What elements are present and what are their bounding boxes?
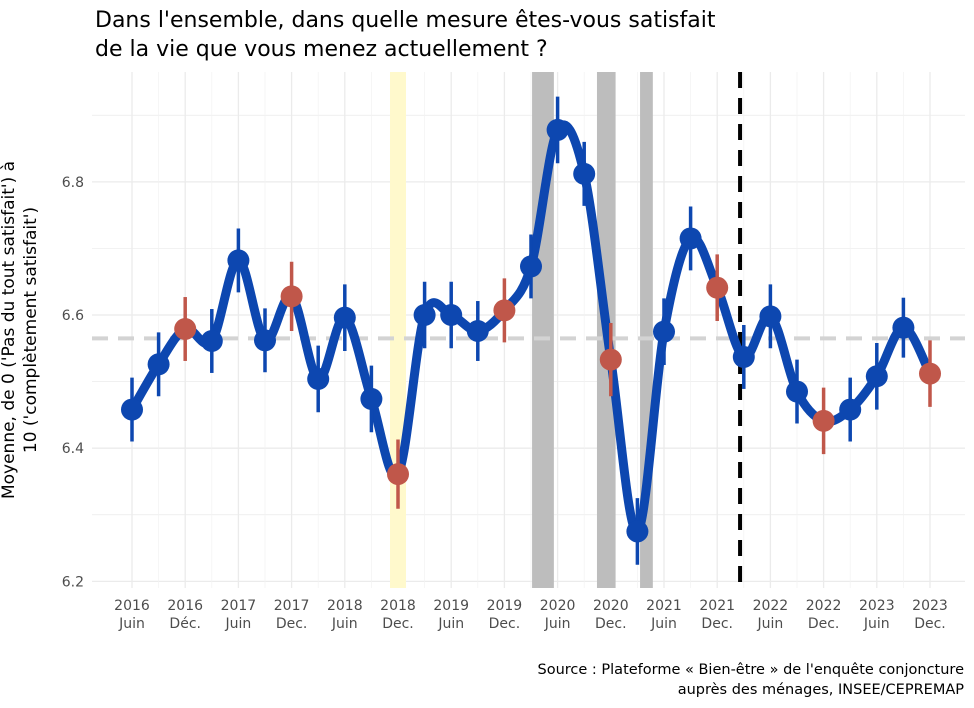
data-points [121,118,941,543]
data-point-dec [812,409,835,432]
y-tick-label: 6.6 [62,308,84,324]
x-tick-label-year: 2022 [806,598,842,614]
x-tick-label-period: Dec. [808,616,840,632]
data-point-juin [892,316,915,339]
x-tick-label-year: 2021 [699,598,735,614]
data-point-juin [839,398,862,421]
x-tick-label-period: Juin [437,616,464,632]
x-tick-label-year: 2016 [167,598,203,614]
data-point-dec [919,362,941,385]
x-tick-label-year: 2023 [859,598,895,614]
x-tick-label-year: 2018 [380,598,416,614]
data-point-juin [333,306,356,329]
x-tick-label-period: Juin [863,616,890,632]
series-line-group [127,120,935,536]
data-point-dec [174,318,197,341]
data-point-dec [493,299,516,322]
x-tick-label-year: 2017 [274,598,310,614]
x-tick-label-period: Dec. [382,616,414,632]
data-point-juin [653,320,675,343]
data-point-juin [520,255,542,278]
x-tick-label-year: 2017 [221,598,257,614]
highlight-band-gray [532,72,554,588]
data-point-juin [679,227,702,250]
x-tick-label-period: Juin [650,616,677,632]
x-tick-label-period: Juin [544,616,571,632]
x-tick-label-year: 2023 [912,598,948,614]
data-point-juin [546,118,569,141]
x-tick-label-year: 2022 [753,598,789,614]
y-tick-label: 6.2 [62,574,84,590]
x-tick-label-year: 2018 [327,598,363,614]
data-point-juin [413,304,436,327]
data-point-juin [440,304,463,327]
data-point-juin [360,387,383,410]
data-point-dec [387,463,409,486]
grid-lines [92,72,965,588]
series-line [127,120,935,536]
source-caption-line1: Source : Plateforme « Bien-être » de l'e… [537,662,965,678]
chart-title-line1: Dans l'ensemble, dans quelle mesure êtes… [95,8,716,33]
x-tick-label-period: Juin [331,616,358,632]
x-tick-label-year: 2019 [433,598,469,614]
x-tick-label-year: 2021 [646,598,682,614]
data-point-juin [147,353,170,376]
x-tick-label-period: Dec. [595,616,627,632]
data-point-juin [227,249,250,272]
data-point-juin [254,329,276,352]
x-tick-label-period: Juin [225,616,252,632]
x-tick-label-year: 2016 [114,598,150,614]
x-axis-ticks: 2016 Juin 2016 Déc. 2017 Juin 2017 Dec. 2018 Juin… [114,598,948,632]
data-point-juin [759,305,782,328]
x-tick-label-year: 2020 [593,598,629,614]
data-point-juin [732,345,755,368]
data-point-dec [599,348,622,371]
highlight-bands [390,72,653,588]
data-point-juin [865,365,888,388]
data-point-juin [121,398,143,421]
chart-title-line2: de la vie que vous menez actuellement ? [95,37,548,62]
data-point-juin [786,380,808,403]
y-tick-label: 6.8 [62,175,84,191]
highlight-band-yellow [390,72,406,588]
x-tick-label-period: Juin [118,616,145,632]
x-tick-label-period: Dec. [914,616,946,632]
data-point-juin [466,319,489,342]
chart-title: Dans l'ensemble, dans quelle mesure êtes… [95,6,715,64]
x-tick-label-year: 2019 [487,598,523,614]
data-point-juin [626,520,649,543]
source-caption-line2: auprès des ménages, INSEE/CEPREMAP [677,682,964,698]
data-point-dec [706,276,729,299]
x-tick-label-period: Déc. [169,616,201,632]
x-tick-label-period: Dec. [701,616,733,632]
y-tick-label: 6.4 [62,441,84,457]
data-point-juin [200,329,223,352]
source-caption: Source : Plateforme « Bien-être » de l'e… [538,660,965,700]
data-point-juin [573,162,596,185]
data-point-juin [307,367,330,390]
x-tick-label-period: Dec. [489,616,521,632]
x-tick-label-period: Juin [757,616,784,632]
y-axis-ticks: 6.2 6.4 6.6 6.8 [62,175,84,590]
x-tick-label-period: Dec. [276,616,308,632]
x-tick-label-year: 2020 [540,598,576,614]
data-point-dec [280,285,303,308]
